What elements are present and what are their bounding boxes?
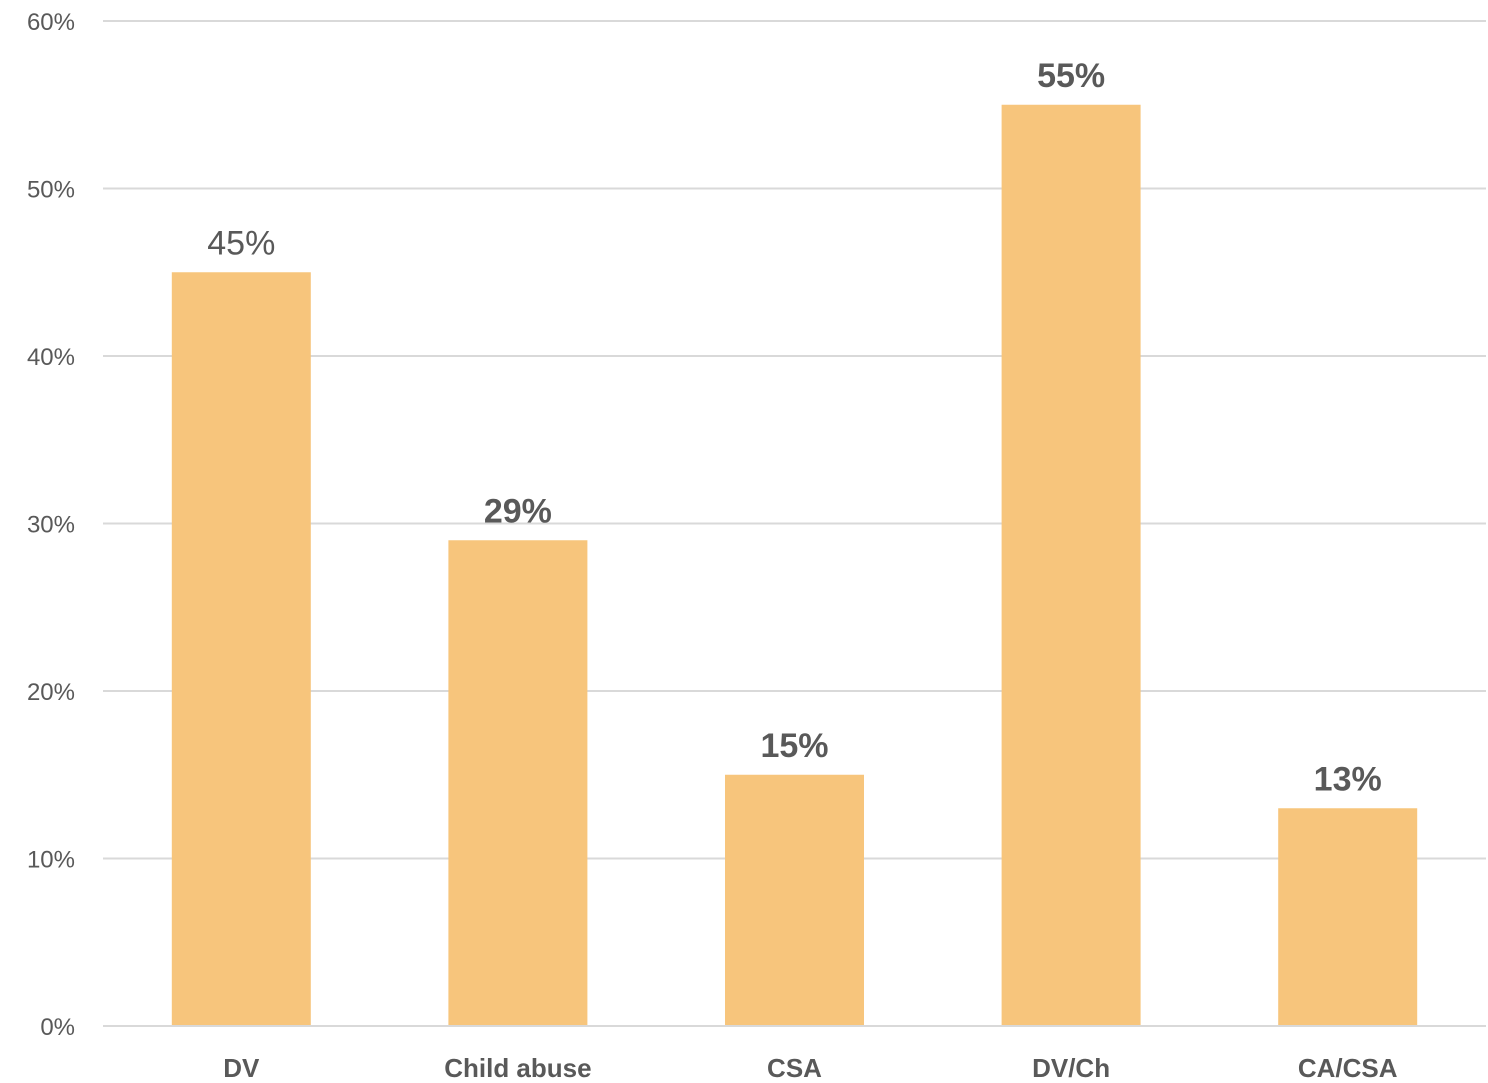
category-label: DV/Ch [1032,1053,1110,1083]
y-axis-tick-labels: 0% 10% 20% 30% 40% 50% 60% [27,9,75,1041]
bar-child-abuse [448,540,588,1026]
data-labels: 45% 29% 15% 55% 13% [207,57,1381,799]
bar-ca-csa [1278,808,1418,1026]
data-label: 55% [1037,57,1105,95]
data-label: 13% [1314,760,1382,798]
y-tick-label: 30% [27,512,75,539]
data-label: 45% [207,224,275,262]
bars [171,104,1418,1026]
gridlines [103,20,1486,860]
y-tick-label: 60% [27,9,75,36]
bar-csa [725,774,864,1026]
x-axis-category-labels: DV Child abuse CSA DV/Ch CA/CSA [223,1053,1398,1083]
bar-dv-ch [1001,104,1141,1026]
category-label: CSA [767,1053,822,1083]
bar-dv [171,272,311,1026]
y-tick-label: 40% [27,344,75,371]
y-tick-label: 20% [27,679,75,706]
data-label: 15% [760,727,828,765]
category-label: Child abuse [444,1053,591,1083]
y-tick-label: 0% [40,1014,75,1041]
data-label: 29% [484,492,552,530]
category-label: CA/CSA [1298,1053,1398,1083]
y-tick-label: 50% [27,177,75,204]
y-tick-label: 10% [27,847,75,874]
category-label: DV [223,1053,260,1083]
